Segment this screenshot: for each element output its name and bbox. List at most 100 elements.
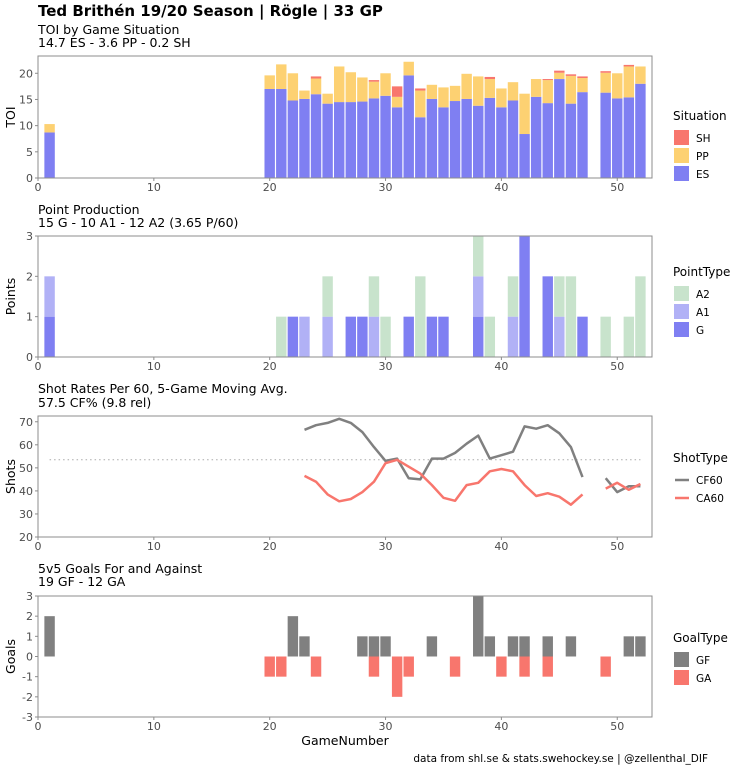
bar-es: [530, 96, 542, 178]
bar-pp: [426, 84, 438, 99]
bar-a1: [368, 316, 380, 357]
bar-g: [473, 316, 484, 357]
bar-gf: [287, 616, 299, 657]
bar-a2: [635, 276, 646, 357]
bar-gf: [507, 636, 519, 657]
x-tick-label: 50: [610, 540, 624, 553]
bar-a2: [554, 276, 565, 317]
bar-es: [276, 88, 287, 178]
legend-title: ShotType: [673, 451, 728, 465]
y-axis-label: Points: [3, 278, 18, 316]
bar-pp: [519, 93, 530, 135]
x-tick-label: 0: [35, 720, 42, 733]
bar-gf: [542, 636, 553, 657]
bar-ga: [310, 656, 322, 677]
chart-title: Ted Brithén 19/20 Season | Rögle | 33 GP: [38, 2, 383, 21]
bar-es: [357, 101, 368, 178]
bar-sh: [600, 71, 611, 73]
bar-g: [345, 316, 357, 357]
x-tick-label: 30: [379, 540, 393, 553]
legend-label: CA60: [696, 493, 724, 505]
bar-a2: [600, 316, 611, 357]
bar-es: [473, 105, 484, 178]
y-tick-label: 30: [19, 508, 33, 521]
legend-key-ga: [674, 670, 689, 685]
bar-es: [600, 92, 611, 178]
bar-pp: [380, 73, 391, 96]
bar-gf: [519, 636, 530, 657]
bar-pp: [44, 124, 55, 133]
bar-es: [403, 75, 414, 178]
bar-sh: [554, 70, 565, 73]
bar-ga: [403, 656, 414, 677]
bar-pp: [449, 85, 461, 102]
bar-a1: [554, 316, 565, 357]
bar-es: [345, 102, 357, 178]
line-ca60: [303, 458, 584, 506]
y-tick-label: 50: [19, 462, 33, 475]
bar-pp: [484, 79, 496, 98]
panel-3: Shot Rates Per 60, 5-Game Moving Avg.57.…: [3, 381, 728, 553]
bar-pp: [357, 77, 368, 102]
bar-es: [577, 92, 588, 178]
bar-es: [438, 107, 449, 178]
x-tick-label: 0: [35, 540, 42, 553]
x-tick-label: 0: [35, 360, 42, 373]
bar-es: [426, 98, 438, 178]
bar-gf: [565, 636, 577, 657]
panel-border: [37, 55, 653, 179]
y-tick-label: 40: [19, 485, 33, 498]
bar-pp: [276, 64, 287, 89]
bar-g: [357, 316, 368, 357]
panel-title: Shot Rates Per 60, 5-Game Moving Avg.: [38, 381, 288, 396]
legend-title: PointType: [673, 265, 730, 279]
y-tick-label: 3: [26, 590, 33, 603]
bar-pp: [333, 66, 345, 103]
bar-g: [287, 316, 299, 357]
panel-subtitle: 15 G - 10 A1 - 12 A2 (3.65 P/60): [38, 215, 238, 230]
bar-pp: [264, 75, 275, 89]
x-tick-label: 40: [494, 181, 508, 194]
bar-sh: [310, 76, 322, 79]
caption: data from shl.se & stats.swehockey.se | …: [413, 753, 708, 765]
bar-es: [612, 98, 623, 178]
bar-g: [403, 316, 414, 357]
bar-es: [507, 100, 519, 178]
x-tick-label: 0: [35, 181, 42, 194]
bar-pp: [612, 73, 623, 99]
bar-es: [542, 103, 553, 178]
bar-a1: [473, 276, 484, 317]
x-tick-label: 30: [379, 720, 393, 733]
bar-gf: [623, 636, 635, 657]
bar-es: [496, 107, 507, 178]
bar-sh: [391, 86, 403, 97]
y-tick-label: 20: [19, 67, 33, 80]
bar-ga: [519, 656, 530, 677]
y-tick-label: 2: [26, 610, 33, 623]
bar-es: [368, 98, 380, 178]
bar-a2: [276, 316, 287, 357]
bar-g: [438, 316, 449, 357]
legend-label: G: [696, 325, 704, 337]
bar-pp: [461, 73, 472, 99]
bar-ga: [368, 656, 380, 677]
x-tick-label: 40: [494, 360, 508, 373]
y-axis-label: Shots: [3, 459, 18, 494]
bar-a1: [507, 316, 519, 357]
bar-es: [565, 103, 577, 178]
y-tick-label: 5: [26, 146, 33, 159]
bar-es: [310, 94, 322, 178]
bar-g: [542, 276, 553, 357]
x-tick-label: 50: [610, 181, 624, 194]
legend-label: GF: [696, 655, 710, 667]
bar-es: [322, 103, 333, 178]
bar-gf: [380, 636, 391, 657]
bar-a2: [380, 316, 391, 357]
panel-border: [37, 235, 653, 358]
bar-es: [635, 83, 646, 178]
bar-sh: [484, 76, 496, 80]
bar-es: [44, 132, 55, 178]
